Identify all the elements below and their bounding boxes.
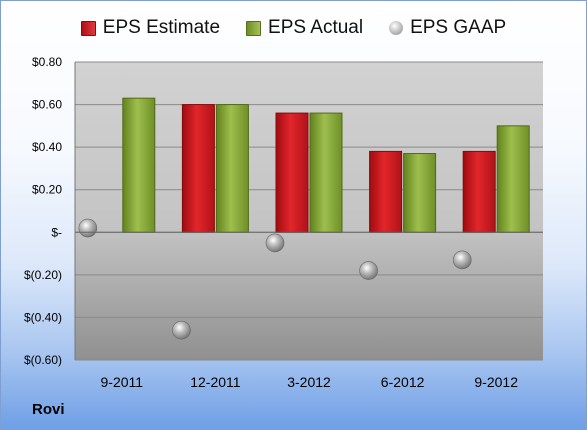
legend-item-eps-actual: EPS Actual [246, 17, 363, 39]
point-eps-gaap [452, 250, 472, 270]
legend-label-eps-gaap: EPS GAAP [410, 17, 507, 38]
y-tick-label: $(0.40) [24, 310, 62, 324]
legend-swatch-eps-actual [246, 20, 262, 36]
bar-eps-estimate [181, 104, 215, 233]
bar-eps-actual [122, 97, 156, 233]
point-eps-gaap [359, 261, 378, 280]
bar-eps-actual [215, 104, 249, 233]
bar-eps-estimate [462, 150, 496, 233]
x-tick-label: 12-2011 [190, 374, 241, 390]
bar-eps-actual [309, 112, 343, 233]
legend-item-eps-gaap: EPS GAAP [389, 17, 506, 39]
legend-item-eps-estimate: EPS Estimate [80, 17, 221, 39]
y-tick-label: $0.60 [32, 98, 62, 112]
legend-swatch-eps-gaap [389, 21, 404, 35]
bar-eps-actual [403, 153, 437, 233]
bar-eps-actual [496, 125, 530, 233]
point-eps-gaap [265, 233, 285, 253]
legend-swatch-eps-estimate [80, 20, 96, 36]
legend-label-eps-actual: EPS Actual [268, 17, 364, 38]
x-tick-label: 6-2012 [381, 374, 425, 390]
y-tick-label: $0.40 [32, 140, 62, 154]
x-tick-label: 9-2011 [101, 374, 144, 390]
bar-eps-estimate [275, 112, 309, 233]
company-name: Rovi [32, 401, 65, 418]
point-eps-gaap [78, 218, 98, 238]
y-tick-label: $- [51, 225, 62, 239]
y-tick-label: $(0.60) [24, 353, 62, 367]
y-tick-label: $(0.20) [24, 268, 62, 282]
bar-eps-estimate [369, 150, 403, 233]
chart-legend: EPS Estimate EPS Actual EPS GAAP [0, 14, 587, 42]
y-tick-label: $0.20 [32, 183, 62, 197]
x-tick-label: 3-2012 [287, 374, 331, 390]
x-tick-label: 9-2012 [474, 374, 518, 390]
y-tick-label: $0.80 [32, 55, 62, 69]
point-eps-gaap [172, 320, 191, 340]
legend-label-eps-estimate: EPS Estimate [102, 17, 221, 38]
